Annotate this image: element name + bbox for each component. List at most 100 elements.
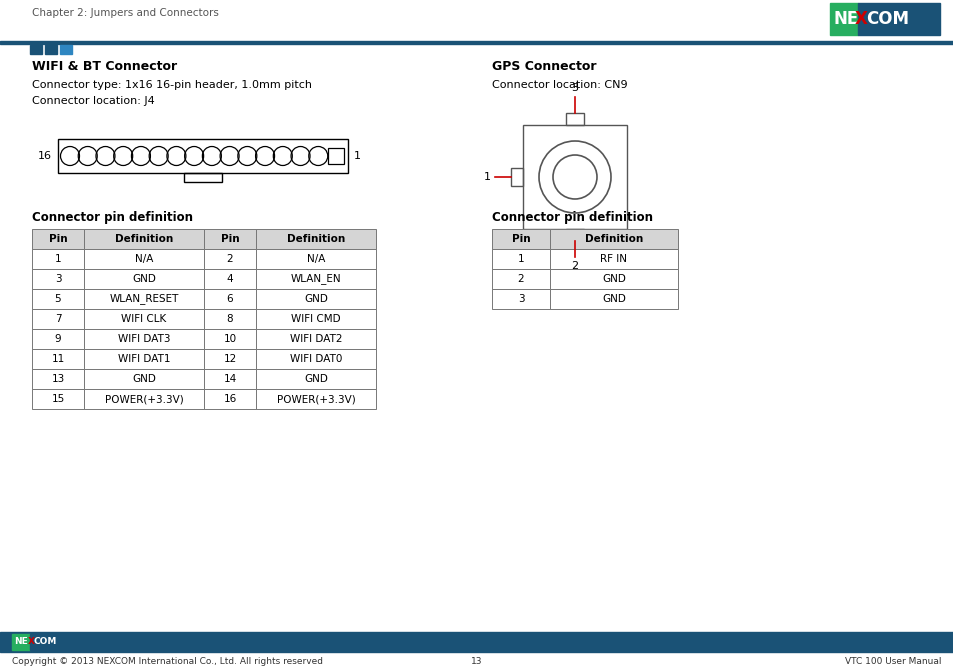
Bar [0,632,953,652]
Text: 6: 6 [227,294,233,304]
Bar [32,329,84,349]
Text: Pin: Pin [220,234,239,244]
Text: COM: COM [865,10,908,28]
Bar [204,229,255,249]
Bar [255,229,375,249]
Bar [84,329,204,349]
Bar [32,309,84,329]
Text: POWER(+3.3V): POWER(+3.3V) [105,394,183,404]
Bar [204,369,255,389]
Bar [522,125,626,229]
Text: 13: 13 [471,657,482,667]
Bar [255,289,375,309]
Bar [550,269,678,289]
Text: GND: GND [132,374,155,384]
Bar [255,329,375,349]
Text: 3: 3 [571,83,578,93]
Text: WIFI DAT0: WIFI DAT0 [290,354,342,364]
Text: Connector location: J4: Connector location: J4 [32,96,154,106]
Bar [84,349,204,369]
Text: GND: GND [304,374,328,384]
Bar [45,45,57,54]
Text: 16: 16 [223,394,236,404]
Text: 2: 2 [227,254,233,264]
Bar [550,229,678,249]
Text: 1: 1 [517,254,524,264]
Bar [565,113,583,125]
Bar [255,269,375,289]
Bar [255,309,375,329]
Text: Connector location: CN9: Connector location: CN9 [492,80,627,90]
Bar [84,369,204,389]
Text: N/A: N/A [134,254,153,264]
Text: Definition: Definition [584,234,642,244]
Text: GPS Connector: GPS Connector [492,60,596,73]
Text: WLAN_RESET: WLAN_RESET [110,294,178,304]
Bar [204,389,255,409]
Bar [255,349,375,369]
Text: 14: 14 [223,374,236,384]
Text: Connector pin definition: Connector pin definition [32,211,193,224]
Bar [32,369,84,389]
Text: 1: 1 [483,172,491,182]
Text: GND: GND [601,274,625,284]
Text: 7: 7 [54,314,61,324]
Text: Copyright © 2013 NEXCOM International Co., Ltd. All rights reserved: Copyright © 2013 NEXCOM International Co… [12,657,323,667]
Bar [857,3,939,35]
Text: 5: 5 [54,294,61,304]
Text: 2: 2 [517,274,524,284]
Text: 9: 9 [54,334,61,344]
Text: WLAN_EN: WLAN_EN [291,274,341,284]
Text: GND: GND [601,294,625,304]
Text: 8: 8 [227,314,233,324]
Text: Pin: Pin [49,234,68,244]
Bar [492,229,550,249]
Text: POWER(+3.3V): POWER(+3.3V) [276,394,355,404]
Text: 15: 15 [51,394,65,404]
Bar [565,229,583,241]
Bar [32,269,84,289]
Text: WIFI DAT3: WIFI DAT3 [117,334,170,344]
Text: 3: 3 [517,294,524,304]
Text: 12: 12 [223,354,236,364]
Bar [204,249,255,269]
Bar [492,289,550,309]
Bar [32,249,84,269]
Text: Definition: Definition [114,234,172,244]
Bar [32,389,84,409]
Text: Connector pin definition: Connector pin definition [492,211,652,224]
Bar [30,634,74,650]
Text: 2: 2 [571,261,578,271]
Text: Pin: Pin [511,234,530,244]
Text: 11: 11 [51,354,65,364]
Bar [204,289,255,309]
Bar [60,45,71,54]
Text: 10: 10 [223,334,236,344]
Text: 16: 16 [38,151,52,161]
Bar [0,0,953,37]
Text: NE: NE [14,638,28,646]
Text: 13: 13 [51,374,65,384]
Bar [204,309,255,329]
Bar [492,269,550,289]
Text: NE: NE [833,10,859,28]
Bar [84,249,204,269]
Bar [184,173,222,182]
Bar [255,369,375,389]
Bar [84,289,204,309]
Text: 4: 4 [227,274,233,284]
Bar [32,349,84,369]
Text: GND: GND [304,294,328,304]
Text: WIFI & BT Connector: WIFI & BT Connector [32,60,177,73]
Bar [255,389,375,409]
Text: Chapter 2: Jumpers and Connectors: Chapter 2: Jumpers and Connectors [32,8,218,18]
Bar [255,249,375,269]
Bar [84,229,204,249]
Text: VTC 100 User Manual: VTC 100 User Manual [844,657,941,667]
Bar [84,389,204,409]
Bar [550,289,678,309]
Text: 1: 1 [54,254,61,264]
Text: GND: GND [132,274,155,284]
Bar [204,349,255,369]
Text: RF IN: RF IN [599,254,627,264]
